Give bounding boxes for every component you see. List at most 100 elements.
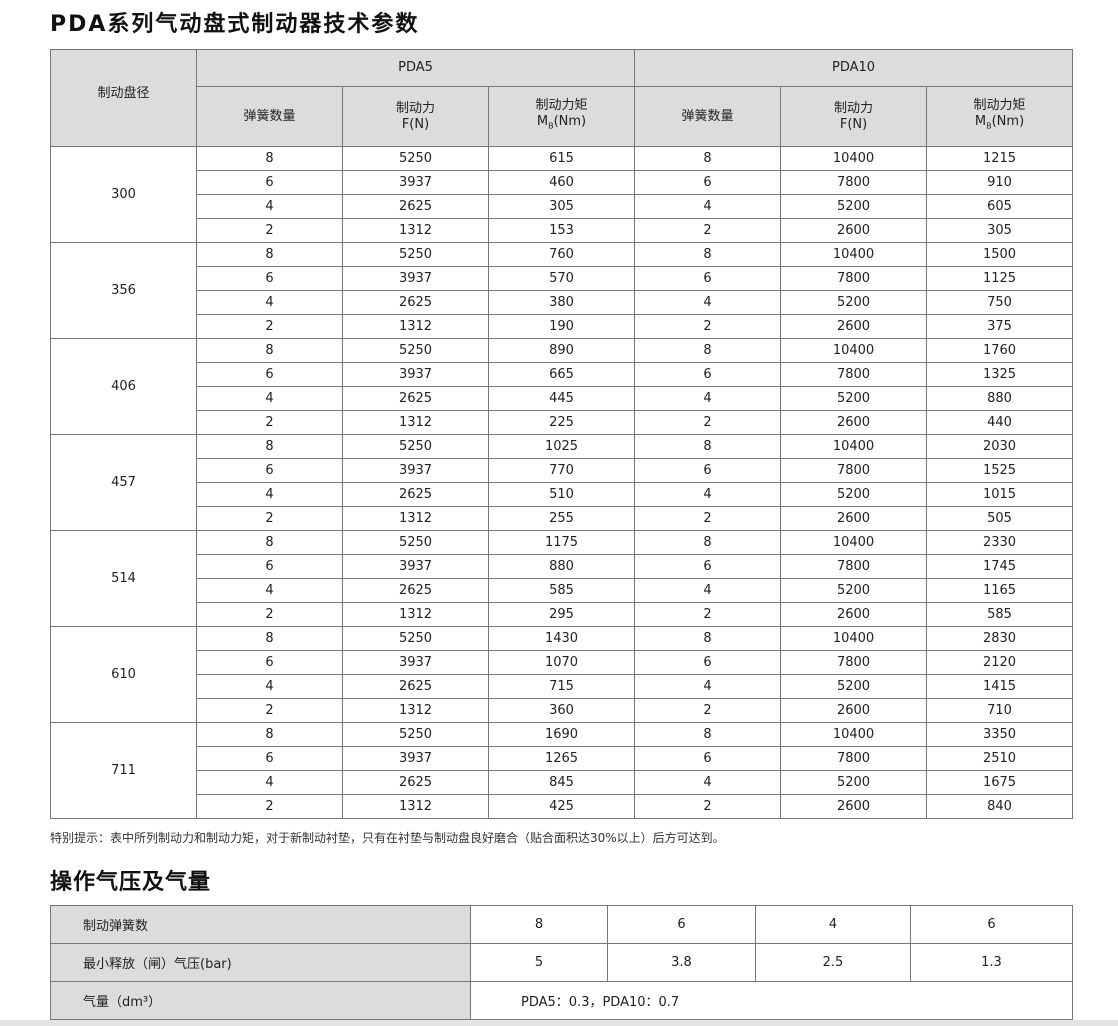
diameter-cell: 457 bbox=[50, 434, 197, 531]
table-cell: 5250 bbox=[342, 242, 489, 267]
table-cell: 1312 bbox=[342, 602, 489, 627]
table-cell: 2600 bbox=[780, 698, 928, 723]
table-row: 2 1312 360 2 2600 710 bbox=[51, 698, 1074, 723]
table-cell: 615 bbox=[487, 146, 636, 171]
table-cell: 6 bbox=[196, 554, 343, 579]
diameter-cell: 356 bbox=[50, 242, 197, 339]
table-cell: 8 bbox=[634, 338, 782, 363]
table-cell: 7800 bbox=[780, 458, 928, 483]
table-cell: 1690 bbox=[487, 722, 636, 747]
table-cell: 305 bbox=[926, 218, 1074, 243]
diameter-cell: 610 bbox=[50, 626, 197, 723]
table-cell: 6 bbox=[196, 650, 343, 675]
table-cell: 760 bbox=[487, 242, 636, 267]
table-cell: 1675 bbox=[926, 770, 1074, 795]
table-cell: 440 bbox=[926, 410, 1074, 435]
table-row: 2 1312 225 2 2600 440 bbox=[51, 410, 1074, 435]
table-cell: 8 bbox=[634, 242, 782, 267]
table-cell: 1312 bbox=[342, 410, 489, 435]
header-torque: 制动力矩 MB(Nm) bbox=[487, 86, 636, 147]
table-cell: 6 bbox=[196, 266, 343, 291]
table-cell: 1165 bbox=[926, 578, 1074, 603]
table-row: 6 3937 1265 6 7800 2510 bbox=[51, 746, 1074, 771]
table-cell: 380 bbox=[487, 290, 636, 315]
table-cell: 510 bbox=[487, 482, 636, 507]
value-cell: 6 bbox=[910, 905, 1073, 944]
diameter-cell: 514 bbox=[50, 530, 197, 627]
table-cell: 585 bbox=[487, 578, 636, 603]
table-cell: 4 bbox=[196, 482, 343, 507]
table-row: 711 8 5250 1690 8 10400 3350 bbox=[50, 722, 1074, 819]
table-cell: 5200 bbox=[780, 578, 928, 603]
table-row: 4 2625 510 4 5200 1015 bbox=[51, 482, 1074, 507]
table-cell: 6 bbox=[634, 554, 782, 579]
table-cell: 8 bbox=[634, 434, 782, 459]
table-cell: 840 bbox=[926, 794, 1074, 819]
table-cell: 5250 bbox=[342, 146, 489, 171]
table-cell: 4 bbox=[634, 770, 782, 795]
table-cell: 2 bbox=[634, 794, 782, 819]
header-model-pda10: PDA10 bbox=[634, 49, 1074, 87]
table-cell: 1760 bbox=[926, 338, 1074, 363]
header-force-label: 制动力 bbox=[395, 100, 435, 116]
table-cell: 2510 bbox=[926, 746, 1074, 771]
header-force-unit: F(N) bbox=[839, 116, 868, 132]
table-cell: 3937 bbox=[342, 554, 489, 579]
header-diameter: 制动盘径 bbox=[50, 49, 197, 147]
table-cell: 2600 bbox=[780, 602, 928, 627]
table-cell: 3350 bbox=[926, 722, 1074, 747]
header-springs: 弹簧数量 bbox=[634, 86, 782, 147]
value-cell: 5 bbox=[470, 943, 608, 982]
table-cell: 1430 bbox=[487, 626, 636, 651]
table-cell: 10400 bbox=[780, 626, 928, 651]
table-cell: 6 bbox=[634, 746, 782, 771]
table-cell: 2 bbox=[634, 218, 782, 243]
header-torque-unit: MB(Nm) bbox=[489, 114, 634, 135]
footnote: 特别提示：表中所列制动力和制动力矩，对于新制动衬垫，只有在衬垫与制动盘良好磨合（… bbox=[50, 831, 725, 845]
table-row: 457 8 5250 1025 8 10400 2030 bbox=[50, 434, 1074, 531]
table-cell: 715 bbox=[487, 674, 636, 699]
table-cell: 7800 bbox=[780, 170, 928, 195]
table-row: 2 1312 190 2 2600 375 bbox=[51, 314, 1074, 339]
table-cell: 2330 bbox=[926, 530, 1074, 555]
table-cell: 910 bbox=[926, 170, 1074, 195]
table-cell: 8 bbox=[196, 626, 343, 651]
table-cell: 375 bbox=[926, 314, 1074, 339]
table-cell: 5250 bbox=[342, 338, 489, 363]
table-cell: 8 bbox=[196, 338, 343, 363]
table-cell: 3937 bbox=[342, 170, 489, 195]
table-cell: 2 bbox=[196, 218, 343, 243]
table-cell: 4 bbox=[634, 194, 782, 219]
table-cell: 4 bbox=[196, 386, 343, 411]
table-cell: 225 bbox=[487, 410, 636, 435]
table-cell: 2 bbox=[196, 794, 343, 819]
table-cell: 10400 bbox=[780, 146, 928, 171]
table-cell: 4 bbox=[634, 482, 782, 507]
table-cell: 7800 bbox=[780, 650, 928, 675]
table-cell: 2 bbox=[196, 314, 343, 339]
header-force: 制动力 F(N) bbox=[342, 86, 489, 147]
table-row: 6 3937 880 6 7800 1745 bbox=[51, 554, 1074, 579]
table-cell: 890 bbox=[487, 338, 636, 363]
table-cell: 1070 bbox=[487, 650, 636, 675]
table-row: 300 8 5250 615 8 10400 1215 bbox=[50, 146, 1074, 243]
table-cell: 570 bbox=[487, 266, 636, 291]
table-cell: 2600 bbox=[780, 794, 928, 819]
table-cell: 7800 bbox=[780, 362, 928, 387]
table-cell: 2600 bbox=[780, 410, 928, 435]
table-cell: 8 bbox=[634, 530, 782, 555]
table-row: 4 2625 305 4 5200 605 bbox=[51, 194, 1074, 219]
table-cell: 4 bbox=[196, 194, 343, 219]
torque-unit-sub: B bbox=[986, 121, 992, 131]
table-cell: 5200 bbox=[780, 674, 928, 699]
table-cell: 255 bbox=[487, 506, 636, 531]
table-cell: 2625 bbox=[342, 578, 489, 603]
table-row: 2 1312 425 2 2600 840 bbox=[51, 794, 1074, 819]
value-cell: 2.5 bbox=[755, 943, 911, 982]
table-row: 4 2625 715 4 5200 1415 bbox=[51, 674, 1074, 699]
value-cell: 3.8 bbox=[607, 943, 756, 982]
table-cell: 2625 bbox=[342, 290, 489, 315]
table-cell: 295 bbox=[487, 602, 636, 627]
table-cell: 2030 bbox=[926, 434, 1074, 459]
table-cell: 2625 bbox=[342, 770, 489, 795]
